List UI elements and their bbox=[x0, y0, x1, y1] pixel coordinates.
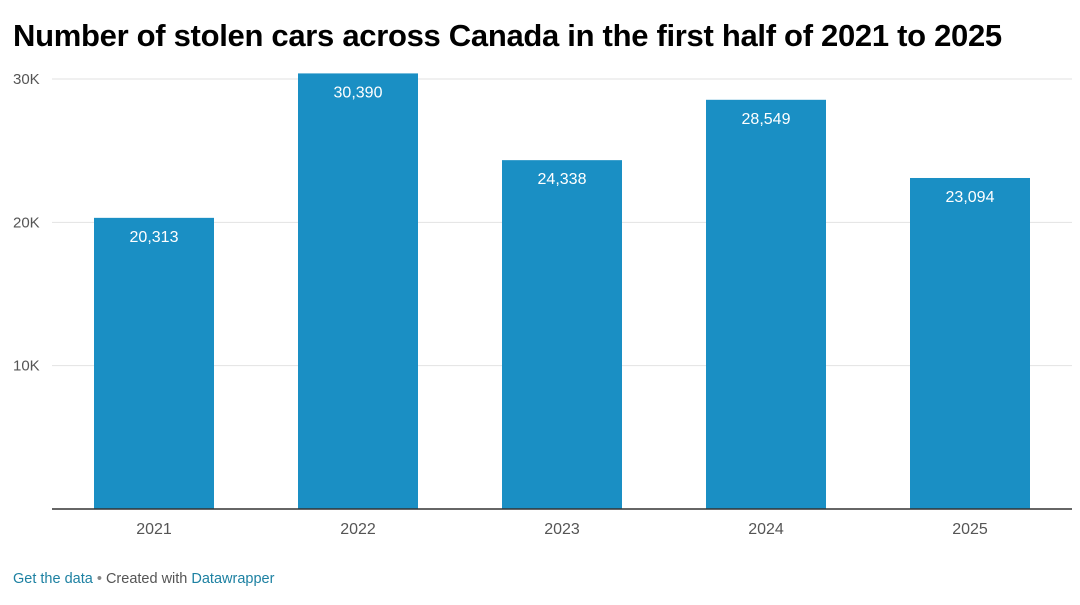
x-tick-label-2024: 2024 bbox=[748, 521, 784, 538]
get-the-data-link[interactable]: Get the data bbox=[13, 571, 93, 587]
data-label-2021: 20,313 bbox=[130, 229, 179, 246]
chart-title: Number of stolen cars across Canada in t… bbox=[13, 18, 1002, 53]
bar-2022 bbox=[298, 73, 418, 509]
data-label-2024: 28,549 bbox=[742, 111, 791, 128]
y-tick-label: 30K bbox=[13, 71, 40, 88]
bar-2021 bbox=[94, 217, 214, 510]
data-label-2025: 23,094 bbox=[946, 189, 995, 206]
data-label-2022: 30,390 bbox=[334, 84, 383, 101]
y-tick-label: 10K bbox=[13, 358, 40, 375]
bar-2025 bbox=[910, 177, 1030, 509]
x-tick-label-2022: 2022 bbox=[340, 521, 376, 538]
y-tick-label: 20K bbox=[13, 214, 40, 231]
bar-2023 bbox=[502, 160, 622, 509]
created-with-text: Created with bbox=[105, 571, 188, 587]
footer: Get the data • Created with Datawrapper bbox=[13, 571, 274, 587]
x-tick-label-2023: 2023 bbox=[544, 521, 580, 538]
data-label-2023: 24,338 bbox=[538, 171, 587, 188]
x-tick-label-2025: 2025 bbox=[952, 521, 988, 538]
datawrapper-link[interactable]: Datawrapper bbox=[191, 571, 275, 587]
footer-separator: • bbox=[96, 571, 102, 587]
bar-2024 bbox=[706, 99, 826, 509]
x-tick-label-2021: 2021 bbox=[136, 521, 172, 538]
bar-chart: 10K 20K 30K 20,313 2021 30,390 2022 24,338 2023 2… bbox=[13, 71, 1072, 538]
